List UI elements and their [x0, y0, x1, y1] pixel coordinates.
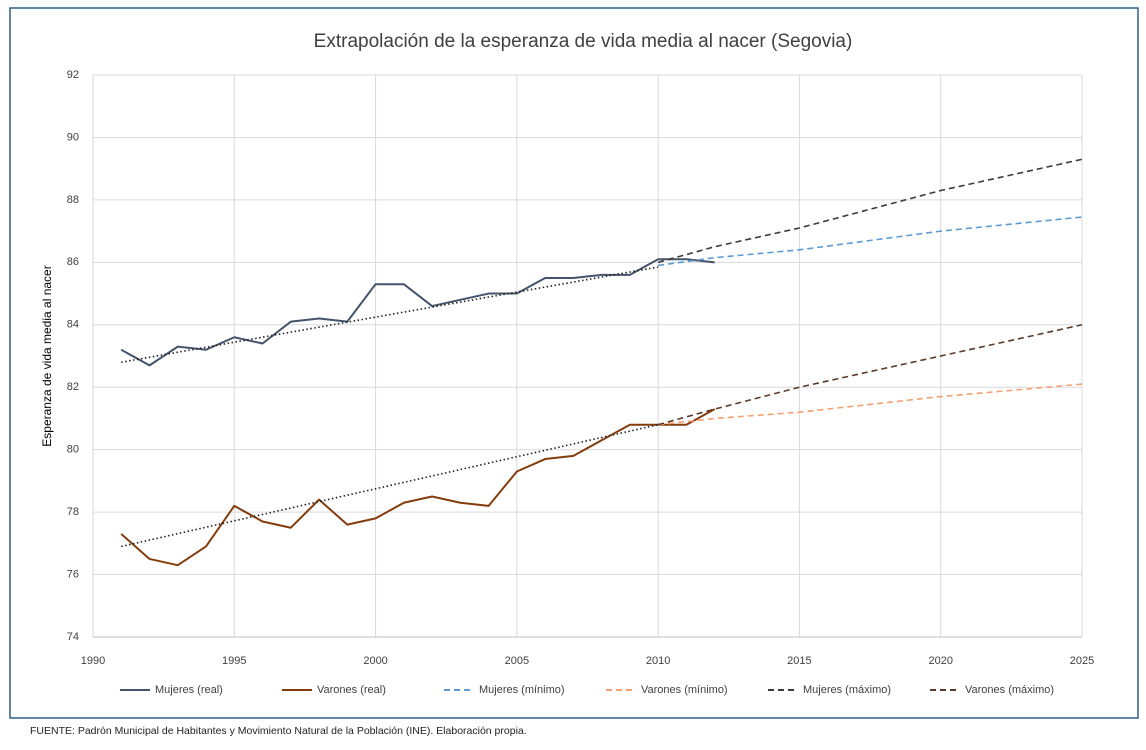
x-tick-label: 2025 [1070, 655, 1094, 667]
series-line [658, 216, 1083, 267]
x-tick-label: 2000 [363, 655, 387, 667]
y-tick-label: 78 [67, 506, 79, 518]
x-tick-label: 2020 [928, 655, 952, 667]
y-tick-label: 76 [67, 568, 79, 580]
legend-label: Mujeres (real) [155, 684, 223, 696]
legend-label: Varones (máximo) [965, 684, 1054, 696]
series-line [120, 258, 715, 367]
source-note: FUENTE: Padrón Municipal de Habitantes y… [30, 725, 527, 737]
y-tick-label: 86 [67, 256, 79, 268]
y-tick-label: 80 [67, 444, 79, 456]
chart-title: Extrapolación de la esperanza de vida me… [314, 31, 853, 52]
y-tick-label: 82 [67, 381, 79, 393]
x-tick-label: 1995 [222, 655, 246, 667]
series-line [658, 383, 1083, 426]
legend-label: Varones (real) [317, 684, 386, 696]
trend-line [121, 266, 659, 364]
series-line [657, 158, 1083, 264]
y-tick-label: 88 [67, 194, 79, 206]
y-tick-label: 74 [67, 631, 79, 643]
chart-frame [9, 7, 1139, 719]
x-tick-label: 2015 [787, 655, 811, 667]
y-tick-label: 84 [67, 319, 79, 331]
series-line [120, 408, 716, 567]
x-tick-label: 2005 [505, 655, 529, 667]
x-tick-label: 1990 [81, 655, 105, 667]
x-tick-label: 2010 [646, 655, 670, 667]
y-tick-label: 90 [67, 131, 79, 143]
legend-label: Varones (mínimo) [641, 684, 728, 696]
y-axis-label: Esperanza de vida media al nacer [40, 265, 54, 446]
legend-label: Mujeres (máximo) [803, 684, 891, 696]
y-tick-label: 92 [67, 69, 79, 81]
legend-label: Mujeres (mínimo) [479, 684, 565, 696]
